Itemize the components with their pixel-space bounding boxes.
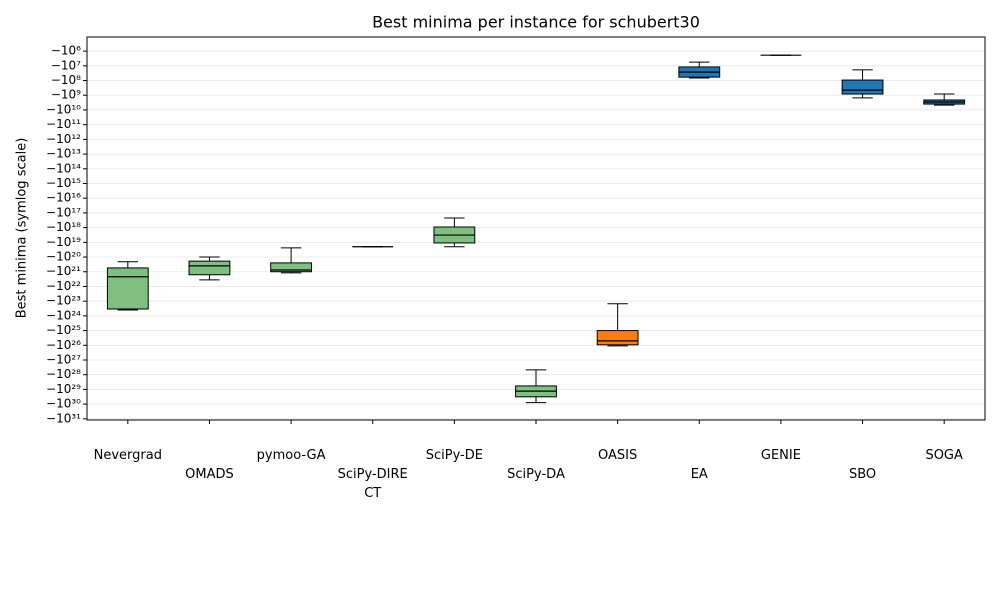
x-tick-label: EA [690, 467, 708, 482]
x-tick-label: SciPy-DA [507, 467, 565, 482]
y-tick-label: −10¹⁰ [46, 102, 81, 116]
x-tick-label: pymoo-GA [256, 448, 326, 463]
y-tick-label: −10⁶ [51, 44, 81, 58]
y-tick-label: −10¹⁸ [46, 220, 81, 234]
y-tick-label: −10⁹ [51, 88, 81, 102]
y-tick-label: −10¹⁶ [46, 191, 81, 205]
box [596, 330, 639, 346]
y-tick-label: −10²⁵ [46, 323, 81, 337]
y-tick-label: −10²¹ [46, 264, 81, 278]
x-tick-label: SBO [848, 467, 877, 482]
plot-frame [86, 36, 986, 421]
y-tick-label: −10⁸ [51, 73, 81, 87]
y-tick-label: −10²² [46, 279, 81, 293]
y-tick-label: −10²⁹ [46, 382, 81, 396]
box [841, 79, 884, 95]
y-tick-label: −10¹⁷ [46, 205, 81, 219]
x-tick-label: SciPy-DE [425, 448, 483, 463]
y-tick-label: −10¹² [46, 132, 81, 146]
x-tick-label: Nevergrad [93, 448, 162, 463]
x-tick-label: GENIE [760, 448, 801, 463]
x-tick-label: OASIS [598, 448, 638, 463]
y-tick-label: −10³¹ [46, 411, 81, 425]
y-tick-label: −10²³ [46, 294, 81, 308]
x-tick-label: SciPy-DIRECT [337, 467, 408, 501]
x-tick-label: SOGA [925, 448, 963, 463]
y-tick-label: −10¹⁹ [46, 235, 81, 249]
x-tick-label: OMADS [185, 467, 234, 482]
box [106, 267, 149, 310]
y-tick-label: −10²⁷ [46, 352, 81, 366]
y-tick-label: −10¹¹ [46, 117, 81, 131]
y-axis-label: Best minima (symlog scale) [15, 138, 30, 319]
y-tick-label: −10¹⁴ [46, 161, 81, 175]
y-tick-label: −10²⁶ [46, 338, 81, 352]
chart-title: Best minima per instance for schubert30 [372, 13, 700, 32]
y-tick-label: −10²⁰ [46, 250, 81, 264]
y-tick-label: −10³⁰ [46, 397, 81, 411]
y-tick-label: −10⁷ [51, 58, 81, 72]
y-tick-label: −10²⁴ [46, 308, 81, 322]
box [270, 262, 313, 273]
y-tick-label: −10¹³ [46, 147, 81, 161]
y-tick-label: −10²⁸ [46, 367, 81, 381]
y-tick-label: −10¹⁵ [46, 176, 81, 190]
box [188, 260, 231, 276]
